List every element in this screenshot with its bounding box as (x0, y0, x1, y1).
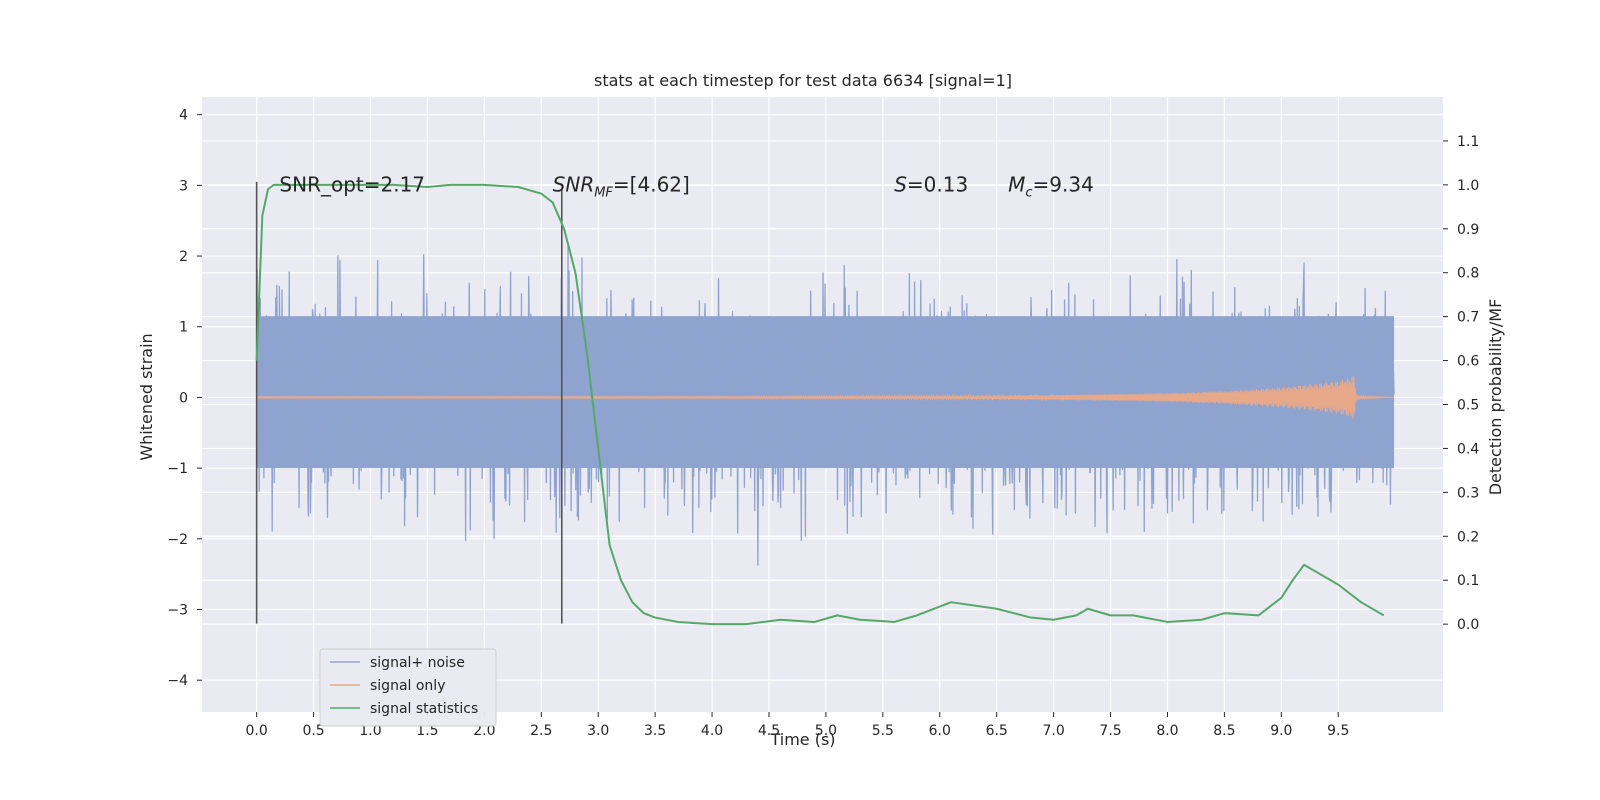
legend-label-noise: signal+ noise (370, 655, 465, 671)
y2-axis-label: Detection probability/MF (1486, 299, 1505, 496)
y2-tick-label: 0.7 (1457, 310, 1479, 326)
y2-tick-label: 0.6 (1457, 354, 1479, 370)
statistics-series (255, 183, 1385, 626)
y2-tick-label: 1.0 (1457, 178, 1479, 194)
legend-box (319, 648, 497, 727)
annotations: SNR_opt=2.17 SNRMF=[4.62] S=0.13 Mc=9.34 (279, 172, 1093, 200)
x-tick-label: 9.5 (1327, 723, 1349, 739)
y-tick-label: 4 (179, 108, 188, 124)
y2-tick-label: 0.0 (1457, 617, 1479, 633)
x-tick-label: 0.0 (246, 723, 268, 739)
x-tick-label: 4.0 (701, 723, 723, 739)
y-tick-label: −3 (167, 603, 188, 619)
x-tick-label: 5.5 (872, 723, 894, 739)
x-tick-label: 9.0 (1270, 723, 1292, 739)
y-axis-label: Whitened strain (137, 333, 156, 460)
y-axis-ticks: 4 3 2 1 0 −1 −2 −3 −4 (167, 108, 202, 689)
legend-label-signal: signal only (370, 678, 445, 694)
y-tick-label: 0 (179, 390, 188, 406)
x-tick-label: 7.5 (1099, 723, 1121, 739)
vertical-markers (255, 181, 563, 624)
x-tick-label: 4.5 (758, 723, 780, 739)
y2-axis-ticks: 1.1 1.0 0.9 0.8 0.7 0.6 0.5 0.4 0.3 0.2 0.1 0.0 (1443, 134, 1479, 633)
y2-tick-label: 0.4 (1457, 441, 1479, 457)
x-tick-label: 8.5 (1213, 723, 1235, 739)
y2-tick-label: 0.5 (1457, 398, 1479, 414)
x-tick-label: 2.0 (473, 723, 495, 739)
x-tick-label: 1.5 (416, 723, 438, 739)
signal-series (256, 376, 1395, 420)
noise-line (256, 245, 1395, 566)
noise-series (256, 245, 1395, 566)
x-tick-label: 5.0 (815, 723, 837, 739)
y2-tick-label: 0.1 (1457, 573, 1479, 589)
y2-tick-label: 1.1 (1457, 134, 1479, 150)
x-tick-label: 6.0 (929, 723, 951, 739)
y2-tick-label: 0.8 (1457, 266, 1479, 282)
y-tick-label: −1 (167, 461, 188, 477)
x-tick-label: 3.0 (587, 723, 609, 739)
y-tick-label: −4 (167, 673, 188, 689)
x-tick-label: 6.5 (986, 723, 1008, 739)
x-axis-label: Time (s) (769, 730, 835, 749)
x-axis-ticks: 0.0 0.5 1.0 1.5 2.0 2.5 3.0 3.5 4.0 4.5 5.0 5.5 6.0 6… (246, 712, 1349, 739)
chart-title: stats at each timestep for test data 663… (594, 71, 1012, 90)
y2-tick-label: 0.3 (1457, 485, 1479, 501)
x-tick-label: 2.5 (530, 723, 552, 739)
x-tick-label: 1.0 (359, 723, 381, 739)
y-tick-label: 1 (179, 320, 188, 336)
y-tick-label: −2 (167, 532, 188, 548)
x-tick-label: 0.5 (302, 723, 324, 739)
signal-line (256, 376, 1395, 420)
y-tick-label: 2 (179, 249, 188, 265)
statistics-line (255, 183, 1385, 626)
legend-label-stats: signal statistics (370, 701, 478, 717)
x-tick-label: 3.5 (644, 723, 666, 739)
x-tick-label: 8.0 (1156, 723, 1178, 739)
x-tick-label: 7.0 (1042, 723, 1064, 739)
annotation-3: Mc=9.34 (1008, 172, 1094, 200)
annotation-2: S=0.13 (894, 172, 968, 196)
annotation-1: SNRMF=[4.62] (553, 172, 690, 200)
legend: signal+ noise signal only signal statist… (319, 648, 497, 727)
y2-tick-label: 0.9 (1457, 222, 1479, 238)
annotation-0: SNR_opt=2.17 (279, 172, 425, 196)
y-tick-label: 3 (179, 178, 188, 194)
y2-tick-label: 0.2 (1457, 529, 1479, 545)
